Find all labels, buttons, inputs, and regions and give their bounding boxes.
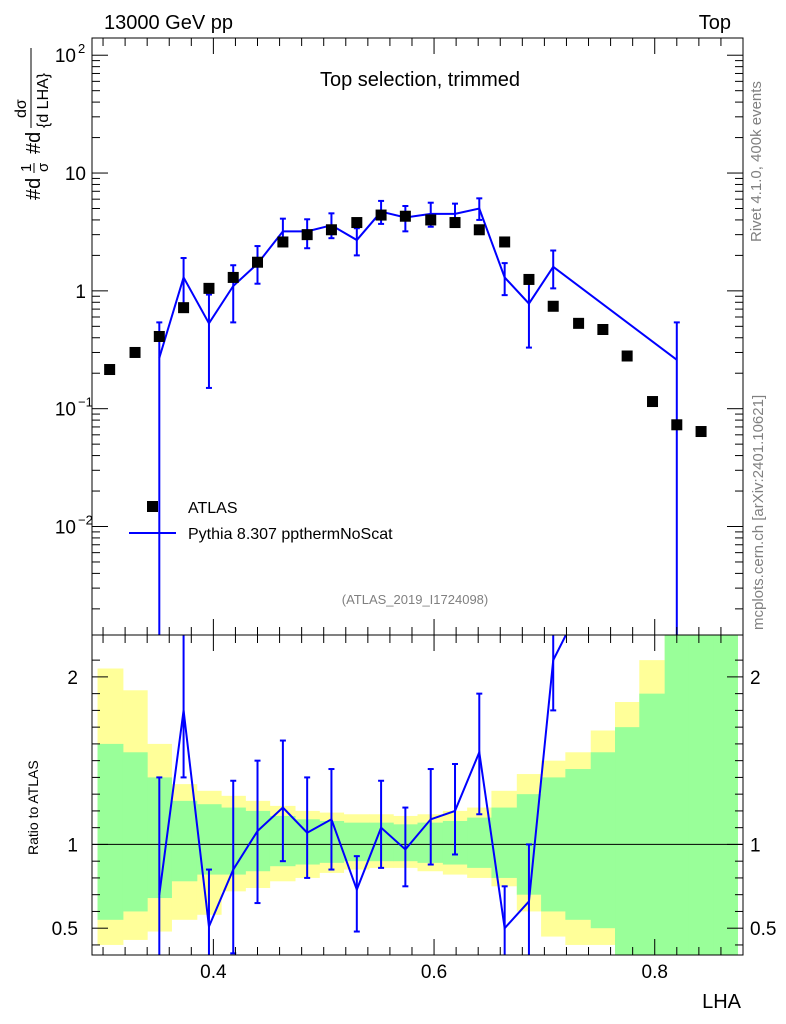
data-point — [573, 317, 585, 329]
data-point — [375, 209, 387, 221]
data-point — [153, 330, 165, 342]
uncertainty-band-inner — [171, 800, 198, 882]
ratio-ytick-label-right: 0.5 — [750, 919, 776, 940]
data-point — [325, 224, 337, 236]
uncertainty-band-inner — [343, 822, 370, 862]
mc-line — [158, 207, 678, 361]
data-point — [647, 396, 659, 408]
ratio-panel: 0.5 0.5 1 1 2 2 0.4 0.6 0.8 Ratio to ATLAS LHA — [25, 634, 776, 1013]
side-label-site: mcplots.cern.ch [arXiv:2401.10621] — [750, 395, 767, 630]
ratio-frame — [91, 634, 744, 956]
main-ytick-label: 10 — [65, 164, 86, 185]
data-point — [671, 419, 683, 431]
uncertainty-band-inner — [97, 743, 124, 920]
main-ytick-label: 10 — [55, 518, 76, 539]
legend-label-pythia: Pythia 8.307 ppthermNoScat — [188, 526, 393, 543]
main-ylabel: #d 1 σ #d dσ {d LHA} — [13, 48, 52, 200]
data-point — [473, 224, 485, 236]
ylabel-dLHA: {d LHA} — [35, 72, 52, 128]
legend: ATLAS Pythia 8.307 ppthermNoScat — [129, 500, 393, 543]
ratio-line — [158, 635, 568, 931]
ylabel-one: 1 — [18, 164, 35, 172]
data-point — [399, 210, 411, 222]
uncertainty-band-inner — [196, 804, 222, 875]
data-point — [499, 236, 511, 248]
data-point — [597, 323, 609, 335]
xaxis-label: LHA — [702, 991, 742, 1013]
ratio-ytick-label: 2 — [67, 668, 78, 689]
ratio-ytick-label: 1 — [67, 835, 78, 856]
data-point — [425, 214, 437, 226]
data-point — [621, 350, 633, 362]
xtick-label: 0.6 — [421, 962, 447, 983]
uncertainty-band-inner — [590, 752, 616, 929]
uncertainty-band-inner — [639, 693, 666, 955]
main-ytick-label: 10 — [55, 400, 76, 421]
ratio-ytick-label-right: 2 — [750, 668, 761, 689]
reference-tag: (ATLAS_2019_I1724098) — [342, 592, 488, 607]
data-point — [547, 300, 559, 312]
ratio-ytick-label: 0.5 — [52, 919, 78, 940]
ylabel-dsigma: dσ — [13, 99, 30, 118]
uncertainty-band-inner — [664, 635, 690, 955]
ylabel-prefix: #d — [23, 178, 45, 200]
side-label-rivet: Rivet 4.1.0, 400k events — [748, 81, 765, 242]
data-point — [178, 302, 190, 314]
main-ytick-label: 10 — [55, 46, 76, 67]
header-right: Top — [699, 12, 731, 34]
legend-label-atlas: ATLAS — [188, 500, 238, 517]
ylabel-sigma: σ — [35, 162, 52, 172]
data-point — [695, 426, 707, 438]
data-point — [449, 217, 461, 229]
data-point — [129, 346, 141, 358]
data-point — [523, 273, 535, 285]
data-point — [351, 217, 363, 229]
uncertainty-band-inner — [615, 727, 640, 955]
header-left: 13000 GeV pp — [104, 12, 233, 34]
main-ytick-label-exp: −1 — [78, 395, 93, 410]
data-point — [227, 271, 239, 283]
uncertainty-band-inner — [122, 752, 148, 912]
uncertainty-band-inner — [467, 817, 492, 868]
ylabel-hash-d: #d — [23, 132, 45, 154]
uncertainty-band-inner — [688, 635, 714, 955]
xtick-label: 0.4 — [200, 962, 227, 983]
main-title: Top selection, trimmed — [320, 69, 520, 91]
ratio-ylabel: Ratio to ATLAS — [25, 760, 41, 855]
data-point — [277, 236, 289, 248]
legend-marker-atlas — [147, 501, 158, 512]
data-point — [252, 256, 264, 268]
main-ytick-label: 1 — [75, 282, 86, 303]
data-point — [104, 364, 116, 376]
ratio-ytick-label-right: 1 — [750, 835, 761, 856]
main-ytick-label-exp: 2 — [78, 41, 85, 56]
main-ytick-label-exp: −2 — [78, 513, 93, 528]
data-point — [203, 282, 215, 294]
xtick-label: 0.8 — [642, 962, 668, 983]
uncertainty-band-inner — [713, 635, 738, 955]
data-point — [301, 229, 313, 241]
